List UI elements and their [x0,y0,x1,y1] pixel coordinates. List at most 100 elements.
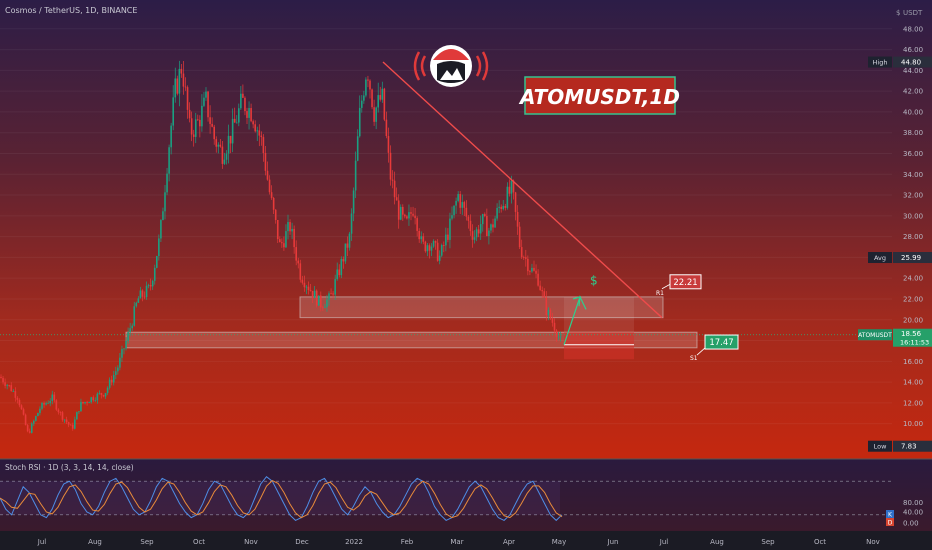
candle-body [272,197,275,210]
candle-body [59,412,62,413]
candle-body [408,212,410,219]
candle-body [76,412,78,420]
candle-body [281,242,283,244]
y-tick-label: 40.00 [903,108,923,116]
candle-body [397,200,400,220]
candle-body [28,431,31,433]
candle-body [92,397,95,401]
s1-value: 17.47 [709,338,733,348]
x-tick-label: Sep [761,538,775,546]
trendline[interactable] [382,61,663,319]
candle-body [346,243,349,248]
candle-body [303,282,306,288]
logo-signal-left [420,55,427,77]
x-tick-label: Apr [503,538,515,546]
candle-body [197,119,199,121]
candle-body [137,298,140,303]
candle-body [112,375,115,383]
candle-body [242,93,244,98]
zones [125,296,698,360]
candle-body [96,393,99,401]
candle-body [453,205,455,216]
candle-body [55,400,58,410]
candle-body [486,216,488,237]
candle-body [145,285,148,298]
x-tick-label: Oct [814,538,826,546]
candle-body [305,286,308,288]
x-tick-label: Oct [193,538,205,546]
low-value-box [893,440,932,452]
candle-body [287,222,289,232]
y-tick-label: 10.00 [903,420,923,428]
x-tick-label: Mar [450,538,463,546]
candle-body [471,231,474,240]
candle-body [256,130,259,132]
stoch-k-line [0,476,563,522]
candle-body [172,97,174,126]
candle-body [221,146,224,164]
candle-body [276,219,279,240]
candle-body [90,397,92,403]
candle-body [0,376,2,379]
candles [0,60,562,434]
high-value: 44.80 [901,59,921,67]
candle-body [412,213,414,216]
candle-body [176,78,179,94]
candle-body [393,180,396,198]
candle-body [12,391,15,392]
candle-body [10,385,13,392]
current-ticker-box [858,329,892,341]
candle-body [190,118,193,135]
candle-body [74,419,76,429]
candle-body [33,420,35,424]
candle-body [410,212,412,214]
current-price-value: 18.56 [901,330,922,338]
candle-body [133,306,136,326]
current-price-countdown: 16:11:53 [900,339,929,347]
candle-body [377,95,379,108]
candle-body [250,108,252,122]
candle-body [215,139,218,147]
candle-body [426,245,429,252]
candle-body [240,93,242,109]
x-tick-label: Dec [295,538,309,546]
time-axis[interactable]: Jul Aug Sep Oct Nov Dec 2022 Feb Mar Apr May Jun Jul… [37,538,880,546]
candle-body [326,299,328,308]
candle-body [82,401,84,404]
candle-body [475,229,478,238]
candle-body [254,124,256,132]
candle-body [246,111,248,118]
current-price-box [893,328,932,347]
candle-body [104,392,107,397]
candle-body [555,330,558,337]
stoch-d-line [0,479,563,519]
ticker-banner-box [524,76,676,115]
candle-body [170,125,172,148]
candle-body [174,78,177,98]
candle-body [84,401,86,404]
candle-body [192,134,195,137]
x-tick-label: Sep [140,538,154,546]
candle-body [551,318,554,323]
logo-signal-left-outer [413,51,421,81]
candle-body [387,136,390,153]
candle-body [516,211,519,227]
candle-body [328,293,330,300]
candle-body [67,422,70,425]
candle-body [502,205,505,210]
candle-body [332,293,334,295]
candle-body [492,224,494,228]
candle-body [539,285,541,291]
candle-body [258,130,261,136]
price-axis-labels: High 44.80 Avg 25.99 Low 7.83 ATOMUSDT 18.5616:… [858,56,932,452]
stoch-k-badge-label: K [888,512,893,519]
candle-body [180,68,183,74]
candle-body [37,412,39,417]
logo [413,45,489,87]
candle-body [445,234,447,246]
oscillator-pane-background [0,459,932,531]
candle-body [18,399,21,406]
candle-body [71,424,74,429]
candle-body [158,238,160,257]
